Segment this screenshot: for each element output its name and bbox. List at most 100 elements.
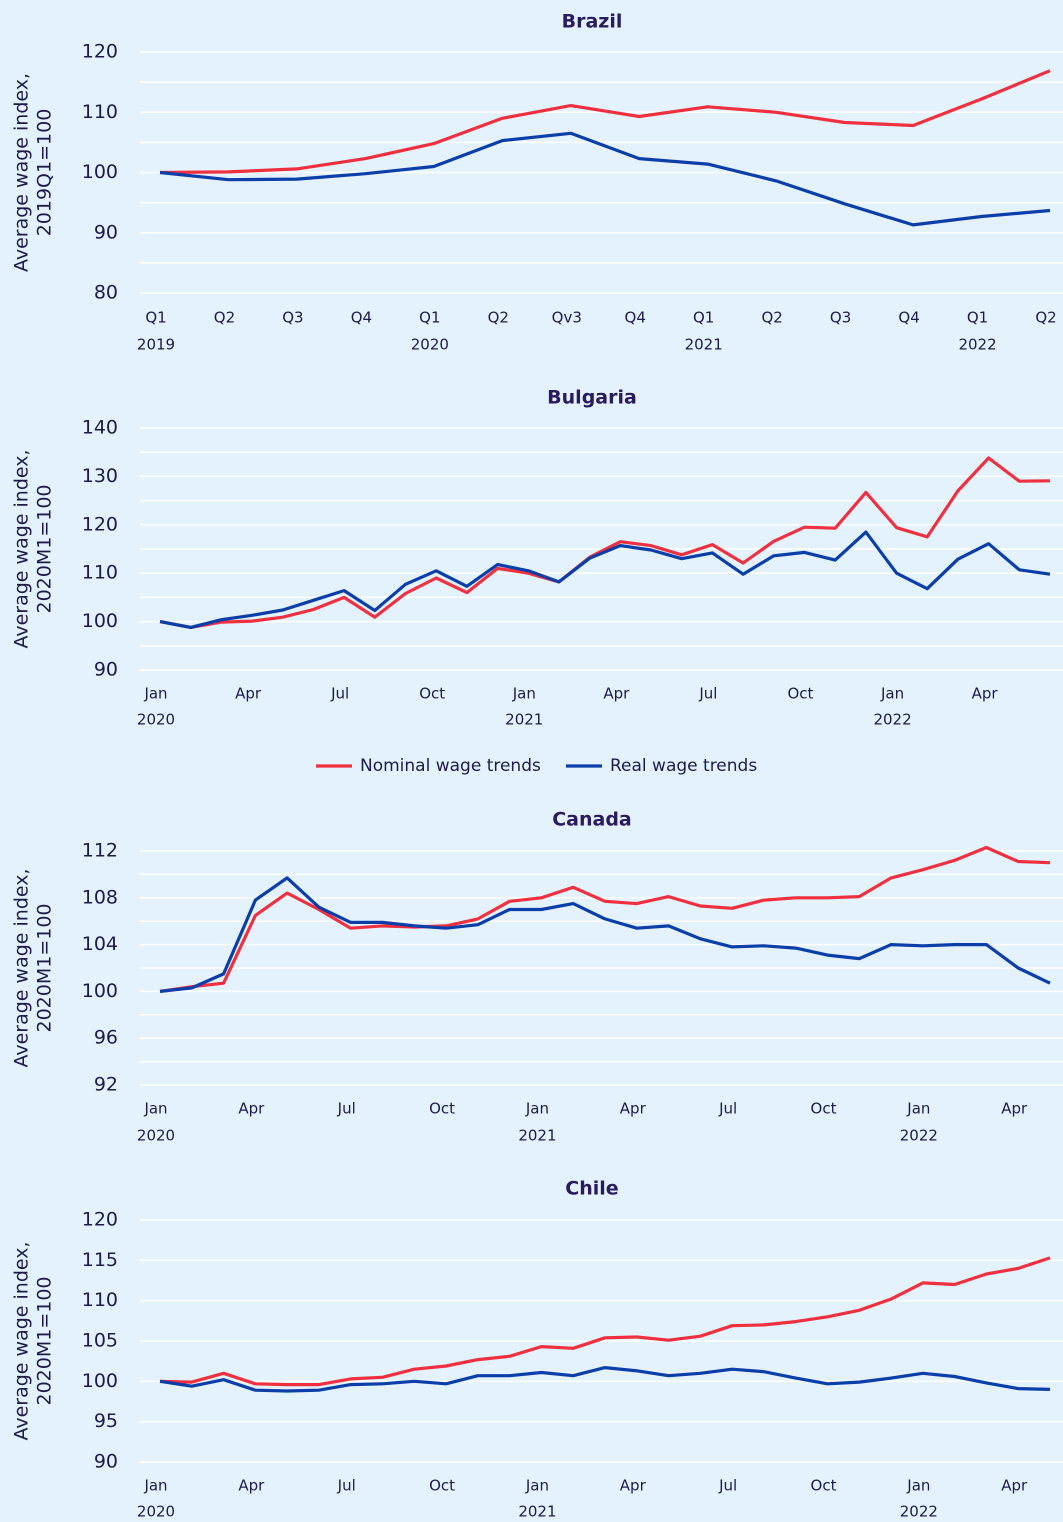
y-tick-label: 90: [94, 221, 118, 243]
y-tick-label: 90: [94, 1451, 118, 1473]
x-group-label: 2021: [518, 1127, 556, 1145]
x-tick-label: Jul: [330, 685, 349, 703]
x-tick-label: Apr: [238, 1477, 265, 1495]
x-tick-label: Jul: [698, 685, 717, 703]
x-tick-label: Q3: [282, 309, 303, 327]
x-tick-label: Jul: [337, 1477, 356, 1495]
chart-title: Chile: [565, 1178, 618, 1200]
x-tick-label: Oct: [811, 1477, 837, 1495]
x-group-label: 2020: [411, 336, 449, 354]
x-tick-label: Q4: [898, 309, 919, 327]
x-group-label: 2020: [137, 1503, 175, 1521]
y-tick-label: 100: [82, 980, 118, 1002]
y-tick-label: 140: [82, 417, 118, 439]
y-axis-label: 2020M1=100: [34, 1276, 56, 1405]
x-group-label: 2021: [505, 711, 543, 729]
x-tick-label: Qv3: [552, 309, 582, 327]
x-tick-label: Jan: [880, 685, 904, 703]
series-line: [159, 876, 1051, 993]
y-tick-label: 130: [82, 465, 118, 487]
y-tick-label: 105: [82, 1330, 118, 1352]
x-tick-label: Jul: [718, 1100, 737, 1118]
chart-title: Bulgaria: [547, 387, 637, 409]
series-line: [159, 69, 1051, 175]
x-group-label: 2022: [958, 336, 996, 354]
series-line: [159, 845, 1051, 993]
y-tick-label: 100: [82, 161, 118, 183]
x-tick-label: Apr: [238, 1100, 265, 1118]
x-tick-label: Apr: [972, 685, 999, 703]
y-tick-label: 120: [82, 1209, 118, 1231]
x-tick-label: Jul: [337, 1100, 356, 1118]
x-group-label: 2019: [137, 336, 175, 354]
y-tick-label: 120: [82, 513, 118, 535]
legend: Nominal wage trends Real wage trends: [316, 756, 757, 776]
legend-label: Real wage trends: [610, 756, 757, 776]
y-tick-label: 110: [82, 1289, 118, 1311]
y-tick-label: 100: [82, 610, 118, 632]
x-tick-label: Q4: [625, 309, 646, 327]
x-tick-label: Q2: [1035, 309, 1056, 327]
x-tick-label: Q2: [488, 309, 509, 327]
legend-label: Nominal wage trends: [360, 756, 541, 776]
x-tick-label: Apr: [235, 685, 262, 703]
series-line: [159, 530, 1051, 629]
y-tick-label: 95: [94, 1410, 118, 1432]
x-tick-label: Apr: [1001, 1100, 1028, 1118]
y-tick-label: 96: [94, 1027, 118, 1049]
x-tick-label: Jan: [525, 1100, 549, 1118]
y-tick-label: 120: [82, 41, 118, 63]
x-tick-label: Q1: [693, 309, 714, 327]
x-tick-label: Q1: [419, 309, 440, 327]
x-tick-label: Q1: [967, 309, 988, 327]
x-group-label: 2022: [900, 1127, 938, 1145]
y-tick-label: 110: [82, 101, 118, 123]
y-axis-label: Average wage index,: [11, 73, 33, 272]
x-tick-label: Apr: [603, 685, 630, 703]
x-tick-label: Jan: [512, 685, 536, 703]
y-tick-label: 108: [82, 886, 118, 908]
y-axis-label: Average wage index,: [11, 449, 33, 648]
y-tick-label: 90: [94, 659, 118, 681]
series-line: [159, 1366, 1051, 1393]
x-tick-label: Jan: [525, 1477, 549, 1495]
y-tick-label: 112: [82, 840, 118, 862]
x-tick-label: Q2: [214, 309, 235, 327]
x-group-label: 2020: [137, 711, 175, 729]
x-tick-label: Q2: [761, 309, 782, 327]
x-group-label: 2021: [685, 336, 723, 354]
x-tick-label: Apr: [620, 1477, 647, 1495]
x-tick-label: Q4: [351, 309, 372, 327]
y-tick-label: 100: [82, 1370, 118, 1392]
x-group-label: 2022: [900, 1503, 938, 1521]
series-line: [159, 131, 1051, 227]
x-tick-label: Q3: [830, 309, 851, 327]
x-group-label: 2022: [873, 711, 911, 729]
y-axis-label: Average wage index,: [11, 868, 33, 1067]
x-group-label: 2020: [137, 1127, 175, 1145]
x-tick-label: Oct: [419, 685, 445, 703]
y-axis-label: 2020M1=100: [34, 903, 56, 1032]
x-tick-label: Q1: [145, 309, 166, 327]
x-tick-label: Apr: [1001, 1477, 1028, 1495]
x-tick-label: Jan: [143, 1100, 167, 1118]
x-tick-label: Oct: [811, 1100, 837, 1118]
y-tick-label: 104: [82, 933, 118, 955]
x-group-label: 2021: [518, 1503, 556, 1521]
x-tick-label: Oct: [429, 1477, 455, 1495]
y-axis-label: Average wage index,: [11, 1241, 33, 1440]
x-tick-label: Oct: [788, 685, 814, 703]
x-tick-label: Jan: [906, 1100, 930, 1118]
y-tick-label: 110: [82, 562, 118, 584]
chart-title: Canada: [552, 809, 632, 831]
y-axis-label: 2020M1=100: [34, 484, 56, 613]
chart-title: Brazil: [562, 11, 623, 33]
x-tick-label: Jan: [906, 1477, 930, 1495]
x-tick-label: Jan: [143, 1477, 167, 1495]
y-tick-label: 115: [82, 1249, 118, 1271]
y-tick-label: 80: [94, 282, 118, 304]
y-axis-label: 2019Q1=100: [34, 109, 56, 237]
y-tick-label: 92: [94, 1074, 118, 1096]
x-tick-label: Apr: [620, 1100, 647, 1118]
